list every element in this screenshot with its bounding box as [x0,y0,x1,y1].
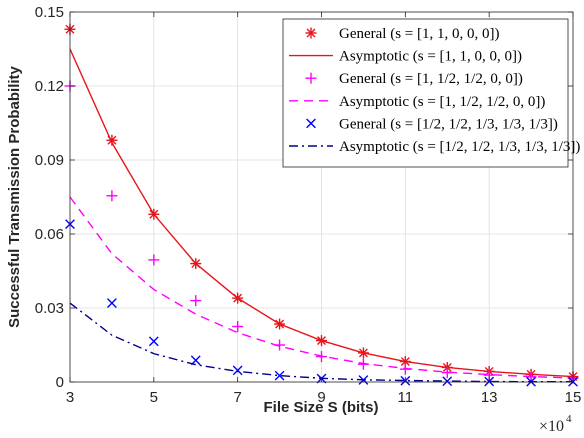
x-tick-label: 3 [66,389,74,406]
data-point-plus [148,254,160,266]
legend-label: General (s = [1, 1/2, 1/2, 0, 0]) [339,71,523,87]
data-point-plus [305,72,317,84]
x-axis-label: File Size S (bits) [263,399,378,416]
y-tick-label: 0.06 [35,226,64,243]
y-tick-label: 0.15 [35,4,64,21]
tick-layer: 3 5 7 9 11 13 15 0 0.03 0.06 0.09 0.12 0.15 [35,4,582,406]
legend-label: Asymptotic (s = [1, 1/2, 1/2, 0, 0]) [339,94,545,110]
legend-entry: General (s = [1/2, 1/2, 1/3, 1/3, 1/3]) [306,116,558,132]
data-point-plus [190,295,202,307]
x-multiplier-base: ×10 [539,418,564,435]
x-tick-label: 15 [565,389,582,406]
x-tick-label: 7 [233,389,241,406]
data-point-cross [107,298,117,308]
x-tick-label: 11 [398,389,414,406]
legend-entry: General (s = [1, 1, 0, 0, 0]) [305,26,500,42]
legend-entry: General (s = [1, 1/2, 1/2, 0, 0]) [305,71,523,87]
y-tick-label: 0.12 [35,78,64,95]
legend-entry: Asymptotic (s = [1, 1/2, 1/2, 0, 0]) [289,94,545,110]
data-point-cross [306,118,316,129]
legend-label: General (s = [1, 1, 0, 0, 0]) [339,26,500,42]
data-point-asterisk [106,134,118,146]
y-axis-label: Successful Transmission Probability [6,65,23,327]
legend-box [282,18,569,168]
x-tick-label: 5 [150,389,158,406]
legend: General (s = [1, 1, 0, 0, 0]) Asymptotic … [282,18,580,168]
data-point-asterisk [305,27,317,39]
data-point-plus [232,321,244,332]
data-point-cross [190,355,201,366]
y-tick-label: 0.03 [35,300,64,317]
legend-label: Asymptotic (s = [1, 1, 0, 0, 0]) [339,49,522,65]
data-point-cross [232,365,243,376]
series-line [69,196,574,379]
legend-label: General (s = [1/2, 1/2, 1/3, 1/3, 1/3]) [339,116,558,132]
series-3 [69,196,574,379]
x-multiplier-exponent: 4 [566,413,572,425]
x-tick-label: 9 [317,389,325,406]
y-tick-label: 0 [56,374,64,391]
data-point-plus [106,190,118,202]
legend-entry: Asymptotic (s = [1/2, 1/2, 1/3, 1/3, 1/3… [289,139,580,155]
data-point-cross [274,370,285,381]
legend-label: Asymptotic (s = [1/2, 1/2, 1/3, 1/3, 1/3… [339,139,580,155]
x-tick-label: 13 [481,389,498,406]
legend-entry: Asymptotic (s = [1, 1, 0, 0, 0]) [289,49,522,65]
y-tick-label: 0.09 [35,152,64,169]
data-point-cross [148,336,159,347]
